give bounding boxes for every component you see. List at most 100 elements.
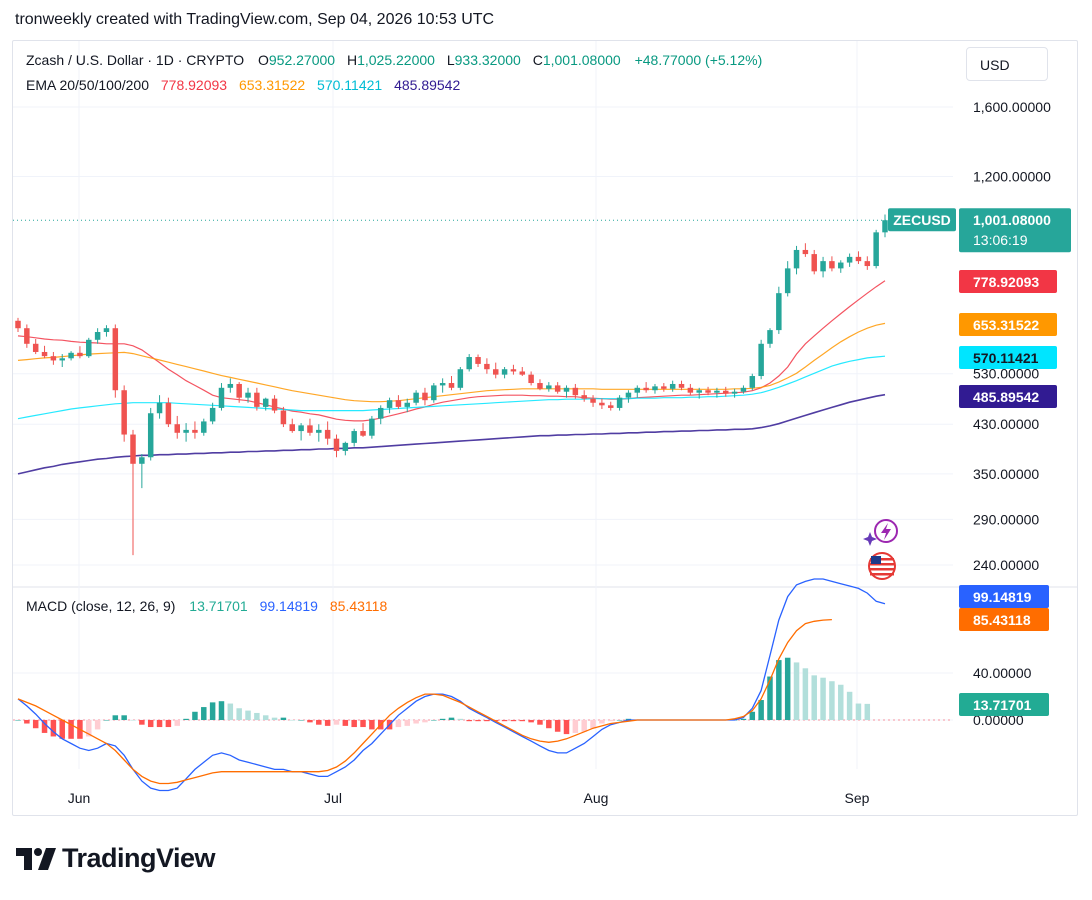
macd-histogram-bar (457, 718, 464, 720)
macd-line (17, 578, 886, 792)
ema-badge-label: 570.11421 (973, 350, 1039, 366)
chart-panel[interactable]: 1,600.00000 1,200.00000 530.00000 430.00000… (12, 40, 1078, 816)
candle-up (351, 431, 357, 443)
macd-badge (959, 693, 1049, 716)
macd-axis-label: 40.00000 (973, 665, 1032, 681)
symbol-badge (888, 208, 956, 232)
ema-badge (959, 346, 1057, 369)
macd-histogram-bar (147, 720, 154, 728)
candle-up (793, 249, 800, 269)
ema200-value: 485.89542 (394, 77, 461, 93)
time-axis-label: Aug (584, 790, 609, 806)
macd-histogram-bar (395, 720, 402, 728)
candle-down (130, 434, 136, 464)
flag-stripe (870, 558, 894, 561)
lightning-icon-bolt (881, 523, 891, 540)
symbol-legend: Zcash / U.S. Dollar · 1D · CRYPTO O952.2… (26, 52, 766, 68)
macd-histogram-bar (227, 703, 234, 720)
tradingview-brand: TradingView (62, 843, 216, 873)
candle-up (156, 402, 163, 414)
ema100-line (17, 355, 886, 420)
lightning-icon (863, 519, 898, 546)
macd-histogram-bar (740, 718, 747, 720)
ema200-line (17, 393, 886, 475)
macd-histogram-bar (86, 720, 92, 737)
candle-down (599, 402, 605, 406)
candle-down (528, 374, 534, 384)
candle-down (165, 402, 172, 425)
macd-histogram-bar (165, 720, 172, 728)
macd-histogram-bar (802, 668, 809, 720)
candle-up (404, 402, 411, 407)
ema-label: EMA 20/50/100/200 (26, 77, 149, 93)
macd-legend[interactable]: MACD (close, 12, 26, 9) 13.71701 99.1481… (26, 598, 391, 614)
macd-histogram-bar (501, 720, 508, 722)
flag-stripe (870, 568, 894, 571)
candle-up (59, 358, 65, 361)
price-axis-label: 350.00000 (973, 466, 1039, 482)
open-value: 952.27000 (268, 52, 336, 68)
candle-down (608, 405, 614, 408)
candle-down (41, 351, 48, 357)
candle-down (360, 431, 366, 436)
macd-histogram-bar (776, 660, 782, 720)
candle-up (740, 387, 747, 392)
candle-up (439, 383, 446, 386)
candle-down (50, 356, 57, 361)
ema-legend[interactable]: EMA 20/50/100/200 778.92093 653.31522 57… (26, 77, 464, 93)
macd-histogram-bar (404, 720, 411, 726)
macd-histogram-bar (864, 703, 871, 720)
time-axis-label: Jul (324, 790, 342, 806)
chart-canvas[interactable]: 1,600.00000 1,200.00000 530.00000 430.00000… (13, 41, 1078, 816)
candle-up (139, 457, 145, 464)
macd-histogram-bar (24, 720, 30, 724)
macd-histogram-bar (528, 720, 534, 723)
macd-histogram-bar (254, 712, 260, 720)
macd-hist-value: 13.71701 (189, 598, 248, 614)
macd-histogram-bar (448, 717, 455, 720)
macd-histogram-bar (307, 720, 313, 723)
ema20-value: 778.92093 (160, 77, 228, 93)
candle-down (855, 256, 862, 262)
flag-stripe (870, 563, 894, 566)
candle-up (669, 383, 676, 389)
candle-up (873, 232, 879, 267)
candle-down (678, 383, 685, 388)
macd-histogram-bar (793, 662, 800, 720)
candle-up (431, 385, 437, 401)
candle-down (802, 249, 809, 255)
high-value: 1,025.22000 (357, 52, 435, 68)
last-price-label: 1,001.08000 (973, 212, 1051, 228)
macd-histogram-bar (475, 720, 481, 722)
symbol-title[interactable]: Zcash / U.S. Dollar · 1D · CRYPTO (26, 52, 245, 68)
macd-histogram-bar (820, 677, 826, 720)
macd-histogram-bar (369, 720, 375, 730)
candle-down (448, 383, 455, 388)
macd-histogram-bar (192, 711, 198, 720)
macd-histogram-bar (811, 675, 817, 720)
macd-histogram-bar (413, 720, 419, 724)
candle-up (731, 391, 738, 394)
candle-down (32, 343, 39, 352)
macd-histogram-bar (183, 718, 189, 720)
candle-up (820, 261, 826, 272)
candle-up (68, 352, 74, 359)
candle-up (218, 387, 225, 408)
macd-histogram-bar (608, 720, 614, 722)
sparkle-icon (863, 532, 877, 546)
price-axis-label: 530.00000 (973, 366, 1039, 382)
macd-histogram-bar (262, 715, 269, 720)
candle-down (590, 398, 596, 403)
macd-histogram-bar (50, 720, 57, 737)
ema50-line (17, 322, 886, 403)
change-value: +48.77000 (+5.12%) (634, 52, 763, 68)
macd-histogram-bar (846, 691, 853, 720)
candle-down (324, 429, 331, 439)
macd-histogram-bar (280, 717, 287, 720)
macd-histogram-bar (201, 707, 207, 720)
ema-badge (959, 270, 1057, 293)
ema-badge-label: 653.31522 (973, 317, 1039, 333)
candle-up (563, 387, 570, 392)
currency-button[interactable]: USD (966, 47, 1048, 81)
candle-up (882, 220, 888, 233)
